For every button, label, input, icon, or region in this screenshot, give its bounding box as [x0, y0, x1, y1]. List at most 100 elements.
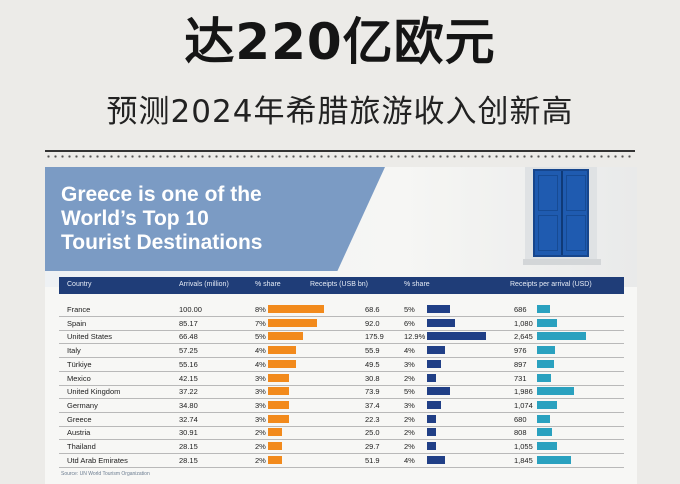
title-line-2: World’s Top 10: [61, 207, 209, 230]
source-note: Source: UN World Tourism Organization: [61, 471, 150, 477]
receipts-cell: 92.0: [365, 318, 380, 328]
arrivals-share-cell: 3%: [255, 400, 266, 410]
per-arrival-bar: [537, 442, 557, 450]
col-arrivals: Arrivals (million): [179, 281, 229, 288]
arrivals-share-bar: [268, 455, 282, 464]
receipts-cell: 25.0: [365, 428, 380, 438]
receipts-share-bar: [427, 400, 441, 409]
per-arrival-cell: 2,645: [514, 332, 533, 342]
arrivals-share-cell: 4%: [255, 359, 266, 369]
per-arrival-bar: [537, 428, 552, 437]
per-arrival-bar: [537, 373, 551, 382]
headline: 达220亿欧元: [184, 13, 496, 71]
arrivals-cell: 34.80: [179, 400, 198, 410]
arrivals-share-cell: 7%: [255, 318, 266, 328]
per-arrival-bar: [537, 318, 557, 327]
arrivals-share-cell: 2%: [255, 442, 266, 451]
per-arrival-cell: 976: [514, 346, 527, 356]
table-row: Spain 85.17 7% 92.0 6% 1,080: [59, 317, 624, 331]
arrivals-share-cell: 3%: [255, 387, 266, 397]
per-arrival-bar: [537, 414, 550, 423]
country-cell: Germany: [67, 400, 98, 410]
per-arrival-cell: 1,074: [514, 400, 533, 410]
per-arrival-bar: [537, 305, 550, 313]
arrivals-share-cell: 8%: [255, 305, 266, 314]
table-row: Utd Arab Emirates 28.15 2% 51.9 4% 1,845: [59, 454, 624, 468]
country-cell: Austria: [67, 428, 91, 438]
divider-rule: [45, 150, 635, 152]
arrivals-share-bar: [268, 414, 289, 423]
table-row: Austria 30.91 2% 25.0 2% 808: [59, 426, 624, 441]
country-cell: Thailand: [67, 442, 96, 451]
blue-window-icon: [533, 169, 589, 257]
arrivals-share-cell: 4%: [255, 346, 266, 356]
col-receipts: Receipts (USB bn): [310, 281, 368, 288]
window-sill: [523, 259, 601, 265]
receipts-share-cell: 2%: [404, 373, 415, 383]
arrivals-cell: 30.91: [179, 428, 198, 438]
arrivals-cell: 66.48: [179, 332, 198, 342]
receipts-cell: 22.3: [365, 414, 380, 424]
per-arrival-bar: [537, 455, 571, 464]
country-cell: Türkiye: [67, 359, 92, 369]
receipts-share-cell: 12.9%: [404, 332, 426, 342]
col-receipts-share: % share: [404, 281, 430, 288]
receipts-share-bar: [427, 414, 436, 423]
arrivals-share-bar: [268, 305, 324, 313]
receipts-share-bar: [427, 387, 450, 396]
infographic-panel: Greece is one of the World’s Top 10 Tour…: [45, 167, 637, 484]
arrivals-cell: 42.15: [179, 373, 198, 383]
table-row: Thailand 28.15 2% 29.7 2% 1,055: [59, 440, 624, 454]
country-cell: Spain: [67, 318, 87, 328]
receipts-share-cell: 5%: [404, 305, 415, 314]
receipts-share-bar: [427, 442, 436, 450]
per-arrival-cell: 680: [514, 414, 527, 424]
arrivals-cell: 100.00: [179, 305, 202, 314]
subheadline: 预测2024年希腊旅游收入创新高: [106, 94, 574, 130]
per-arrival-bar: [537, 359, 554, 368]
receipts-share-bar: [427, 455, 445, 464]
title-box: Greece is one of the World’s Top 10 Tour…: [45, 167, 385, 271]
arrivals-share-bar: [268, 318, 317, 327]
arrivals-share-bar: [268, 332, 303, 341]
arrivals-share-bar: [268, 442, 282, 450]
arrivals-share-bar: [268, 387, 289, 396]
receipts-share-bar: [427, 346, 445, 355]
arrivals-share-bar: [268, 400, 289, 409]
per-arrival-bar: [537, 346, 555, 355]
arrivals-cell: 57.25: [179, 346, 198, 356]
per-arrival-bar: [537, 400, 557, 409]
receipts-cell: 51.9: [365, 455, 380, 465]
arrivals-share-bar: [268, 346, 296, 355]
per-arrival-cell: 731: [514, 373, 527, 383]
arrivals-share-bar: [268, 373, 289, 382]
receipts-share-cell: 2%: [404, 428, 415, 438]
col-per-arrival: Receipts per arrival (USD): [510, 281, 592, 288]
receipts-share-bar: [427, 373, 436, 382]
receipts-share-cell: 3%: [404, 400, 415, 410]
table-row: Italy 57.25 4% 55.9 4% 976: [59, 344, 624, 359]
receipts-share-cell: 4%: [404, 346, 415, 356]
per-arrival-bar: [537, 387, 574, 396]
per-arrival-cell: 686: [514, 305, 527, 314]
divider-dots: [45, 155, 635, 158]
table-row: United States 66.48 5% 175.9 12.9% 2,645: [59, 330, 624, 345]
arrivals-cell: 28.15: [179, 455, 198, 465]
receipts-cell: 68.6: [365, 305, 380, 314]
arrivals-share-bar: [268, 428, 282, 437]
receipts-share-cell: 2%: [404, 442, 415, 451]
country-cell: France: [67, 305, 91, 314]
col-country: Country: [67, 281, 92, 288]
receipts-cell: 37.4: [365, 400, 380, 410]
receipts-cell: 29.7: [365, 442, 380, 451]
arrivals-share-cell: 2%: [255, 455, 266, 465]
arrivals-share-cell: 5%: [255, 332, 266, 342]
table-row: United Kingdom 37.22 3% 73.9 5% 1,986: [59, 385, 624, 400]
arrivals-cell: 32.74: [179, 414, 198, 424]
col-arrivals-share: % share: [255, 281, 281, 288]
country-cell: United Kingdom: [67, 387, 121, 397]
per-arrival-cell: 1,986: [514, 387, 533, 397]
table-row: Greece 32.74 3% 22.3 2% 680: [59, 413, 624, 427]
arrivals-share-cell: 3%: [255, 373, 266, 383]
receipts-share-cell: 5%: [404, 387, 415, 397]
